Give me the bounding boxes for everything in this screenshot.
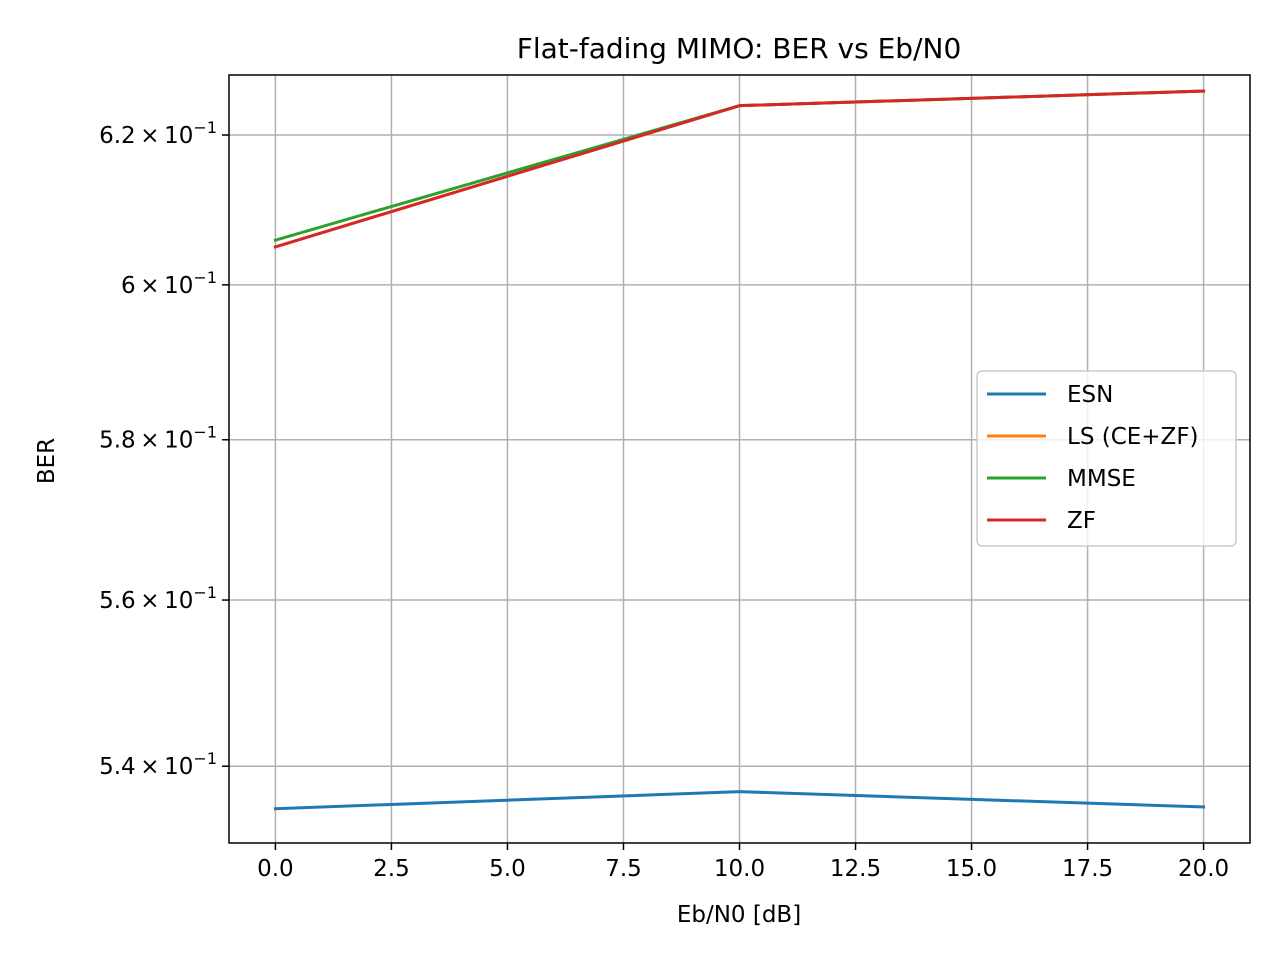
y-tick-label: 5.4 × 10−1 bbox=[99, 749, 217, 780]
x-tick-label: 2.5 bbox=[373, 856, 410, 882]
x-tick-label: 7.5 bbox=[605, 856, 642, 882]
y-tick-label: 6.2 × 10−1 bbox=[99, 118, 217, 149]
legend: ESN LS (CE+ZF) MMSE ZF bbox=[976, 370, 1237, 547]
legend-box bbox=[976, 370, 1237, 547]
legend-label-esn: ESN bbox=[1067, 382, 1113, 408]
x-axis-ticks: 0.0 2.5 5.0 7.5 10.0 12.5 15.0 17.5 20.0 bbox=[257, 843, 1229, 882]
x-tick-label: 17.5 bbox=[1062, 856, 1113, 882]
y-tick-label: 5.6 × 10−1 bbox=[99, 583, 217, 614]
x-tick-label: 10.0 bbox=[714, 856, 765, 882]
x-tick-label: 15.0 bbox=[946, 856, 997, 882]
x-tick-label: 0.0 bbox=[257, 856, 294, 882]
plot-lines bbox=[273, 89, 1206, 811]
y-axis-ticks: 5.4 × 10−1 5.6 × 10−1 5.8 × 10−1 6 × 10−1 6.… bbox=[99, 118, 229, 780]
chart-title: Flat-fading MIMO: BER vs Eb/N0 bbox=[517, 32, 962, 65]
grid bbox=[229, 75, 1250, 843]
y-tick-label: 6 × 10−1 bbox=[121, 268, 217, 299]
legend-label-zf: ZF bbox=[1067, 508, 1096, 534]
y-axis-label: BER bbox=[34, 438, 60, 484]
legend-label-mmse: MMSE bbox=[1067, 466, 1136, 492]
legend-label-ls-ce-zf: LS (CE+ZF) bbox=[1067, 424, 1199, 450]
series-line-zf bbox=[273, 89, 1206, 249]
x-tick-label: 5.0 bbox=[489, 856, 526, 882]
x-axis-label: Eb/N0 [dB] bbox=[677, 902, 801, 928]
x-tick-label: 12.5 bbox=[830, 856, 881, 882]
x-tick-label: 20.0 bbox=[1178, 856, 1229, 882]
y-tick-label: 5.8 × 10−1 bbox=[99, 423, 217, 454]
series-line-esn bbox=[273, 790, 1206, 811]
